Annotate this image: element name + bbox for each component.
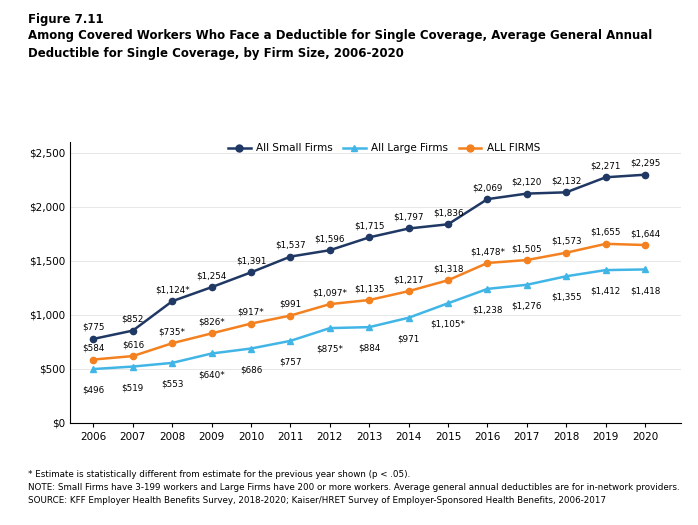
Text: $1,573: $1,573	[551, 237, 581, 246]
Text: $519: $519	[121, 383, 144, 392]
Text: $616: $616	[121, 340, 144, 349]
Text: $852: $852	[121, 314, 144, 323]
Text: $1,391: $1,391	[236, 256, 266, 266]
Text: $1,418: $1,418	[630, 286, 660, 295]
Text: $826*: $826*	[198, 318, 225, 327]
Text: $884: $884	[358, 344, 380, 353]
Text: $1,505: $1,505	[512, 244, 542, 253]
Text: $553: $553	[161, 380, 184, 388]
Text: $496: $496	[82, 386, 105, 395]
Text: $1,412: $1,412	[591, 287, 621, 296]
Text: $1,238: $1,238	[473, 306, 503, 314]
Text: $1,478*: $1,478*	[470, 247, 505, 256]
Text: $735*: $735*	[158, 327, 186, 337]
Text: $1,537: $1,537	[275, 240, 306, 250]
Text: $686: $686	[240, 365, 262, 374]
Text: $757: $757	[279, 358, 302, 366]
Text: Deductible for Single Coverage, by Firm Size, 2006-2020: Deductible for Single Coverage, by Firm …	[28, 47, 404, 60]
Text: $2,069: $2,069	[473, 183, 503, 192]
Text: $775: $775	[82, 323, 105, 332]
Text: $1,124*: $1,124*	[155, 285, 190, 294]
Text: $1,318: $1,318	[433, 264, 463, 274]
Text: $1,276: $1,276	[512, 301, 542, 310]
Text: $1,596: $1,596	[315, 234, 345, 243]
Text: Figure 7.11: Figure 7.11	[28, 13, 103, 26]
Legend: All Small Firms, All Large Firms, ALL FIRMS: All Small Firms, All Large Firms, ALL FI…	[223, 139, 544, 158]
Text: $1,097*: $1,097*	[313, 288, 348, 297]
Text: $1,655: $1,655	[591, 228, 621, 237]
Text: $875*: $875*	[316, 345, 343, 354]
Text: $1,217: $1,217	[394, 275, 424, 284]
Text: $991: $991	[279, 300, 302, 309]
Text: $1,254: $1,254	[196, 271, 227, 280]
Text: $584: $584	[82, 343, 105, 353]
Text: $971: $971	[398, 334, 419, 343]
Text: NOTE: Small Firms have 3-199 workers and Large Firms have 200 or more workers. A: NOTE: Small Firms have 3-199 workers and…	[28, 483, 680, 492]
Text: $2,132: $2,132	[551, 176, 581, 185]
Text: $2,295: $2,295	[630, 159, 660, 168]
Text: $917*: $917*	[238, 308, 265, 317]
Text: $640*: $640*	[198, 370, 225, 379]
Text: $1,715: $1,715	[354, 222, 385, 230]
Text: $1,836: $1,836	[433, 208, 463, 217]
Text: SOURCE: KFF Employer Health Benefits Survey, 2018-2020; Kaiser/HRET Survey of Em: SOURCE: KFF Employer Health Benefits Sur…	[28, 496, 606, 505]
Text: $1,644: $1,644	[630, 229, 660, 238]
Text: $2,120: $2,120	[512, 177, 542, 187]
Text: * Estimate is statistically different from estimate for the previous year shown : * Estimate is statistically different fr…	[28, 470, 410, 479]
Text: $2,271: $2,271	[591, 161, 621, 170]
Text: $1,135: $1,135	[354, 284, 385, 293]
Text: $1,355: $1,355	[551, 293, 581, 302]
Text: Among Covered Workers Who Face a Deductible for Single Coverage, Average General: Among Covered Workers Who Face a Deducti…	[28, 29, 652, 42]
Text: $1,105*: $1,105*	[431, 320, 466, 329]
Text: $1,797: $1,797	[394, 213, 424, 222]
